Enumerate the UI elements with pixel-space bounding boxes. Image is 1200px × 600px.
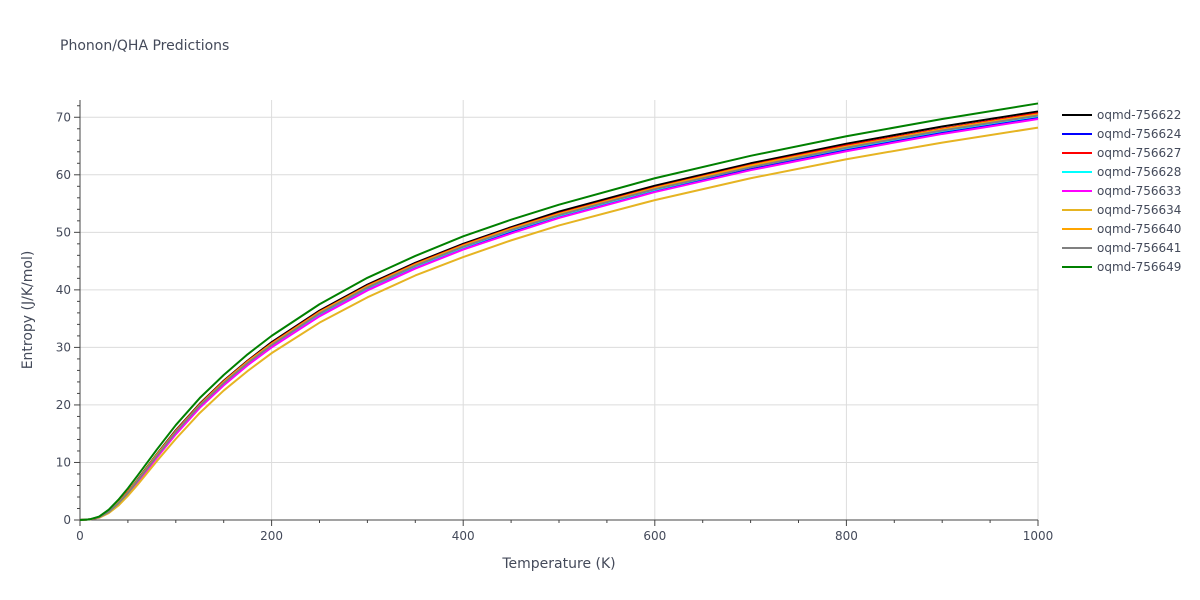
legend-label: oqmd-756640: [1097, 222, 1181, 236]
y-tick-label: 20: [56, 398, 71, 412]
legend-label: oqmd-756634: [1097, 203, 1181, 217]
legend-label: oqmd-756649: [1097, 260, 1181, 274]
y-tick-label: 60: [56, 168, 71, 182]
legend-label: oqmd-756627: [1097, 146, 1181, 160]
legend-label: oqmd-756641: [1097, 241, 1181, 255]
x-tick-label: 200: [260, 529, 283, 543]
x-tick-label: 1000: [1023, 529, 1054, 543]
x-axis-title: Temperature (K): [501, 556, 615, 572]
x-tick-labels: 0 200 400 600 800 1000: [76, 529, 1053, 543]
x-tick-label: 0: [76, 529, 84, 543]
legend-label: oqmd-756628: [1097, 165, 1181, 179]
series-line-oqmd-756634: [79, 126, 1039, 521]
x-tick-label: 600: [643, 529, 666, 543]
chart-title: Phonon/QHA Predictions: [60, 38, 229, 54]
legend-label: oqmd-756622: [1097, 108, 1181, 122]
y-axis-title: Entropy (J/K/mol): [20, 251, 36, 370]
legend: oqmd-756622 oqmd-756624 oqmd-756627 oqmd-75…: [1062, 108, 1181, 274]
x-tick-label: 800: [835, 529, 858, 543]
legend-label: oqmd-756624: [1097, 127, 1181, 141]
y-tick-label: 10: [56, 455, 71, 469]
x-tick-label: 400: [452, 529, 475, 543]
legend-label: oqmd-756633: [1097, 184, 1181, 198]
y-tick-label: 50: [56, 225, 71, 239]
y-tick-labels: 0 10 20 30 40 50 60 70: [56, 110, 71, 527]
y-tick-label: 70: [56, 110, 71, 124]
grid: [80, 100, 1039, 520]
series-lines: [79, 102, 1039, 521]
series-line-oqmd-756649: [79, 102, 1039, 521]
axes: [74, 100, 1039, 526]
y-tick-label: 40: [56, 283, 71, 297]
series-line-oqmd-756641: [79, 114, 1039, 521]
y-tick-label: 30: [56, 340, 71, 354]
y-tick-label: 0: [63, 513, 71, 527]
